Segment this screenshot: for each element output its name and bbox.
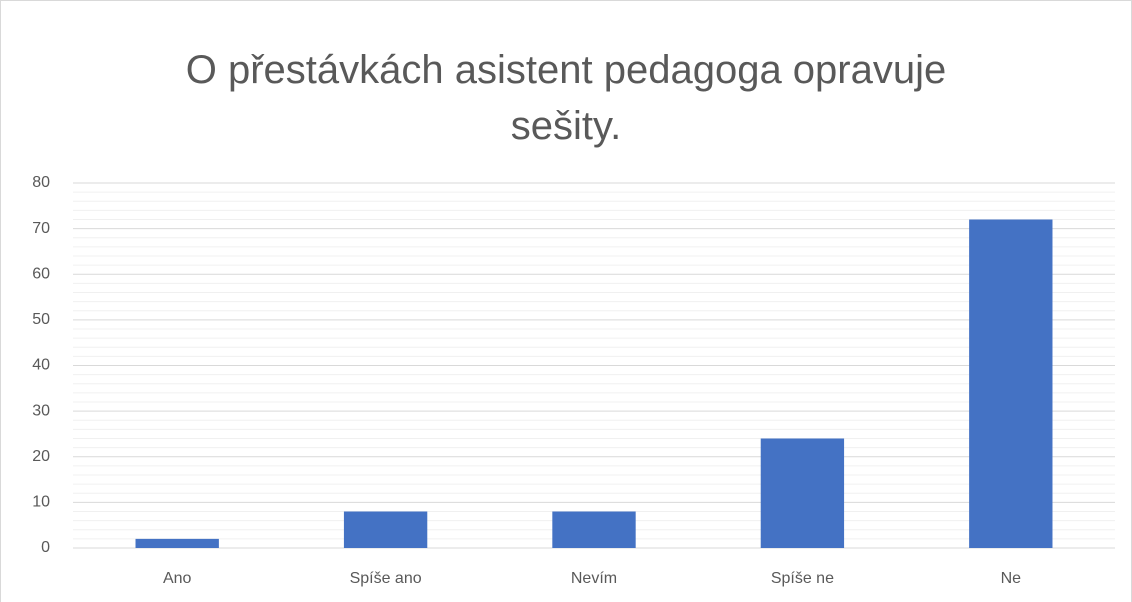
x-tick-label: Nevím xyxy=(571,570,617,587)
bar xyxy=(343,511,428,548)
y-tick-label: 20 xyxy=(32,448,50,465)
x-tick-label: Ne xyxy=(1001,570,1022,587)
y-tick-label: 60 xyxy=(32,265,50,282)
y-tick-label: 0 xyxy=(41,539,50,556)
bar xyxy=(969,219,1053,548)
bar xyxy=(552,511,636,548)
y-tick-label: 80 xyxy=(32,174,50,191)
bar xyxy=(760,438,845,548)
x-tick-label: Ano xyxy=(163,570,192,587)
y-tick-label: 40 xyxy=(32,357,50,374)
y-tick-label: 50 xyxy=(32,311,50,328)
chart-title: O přestávkách asistent pedagoga opravuje… xyxy=(185,48,947,148)
y-tick-label: 70 xyxy=(32,220,50,237)
x-tick-label: Spíše ano xyxy=(350,570,422,587)
x-tick-label: Spíše ne xyxy=(771,570,834,587)
bar xyxy=(135,538,219,548)
y-tick-label: 30 xyxy=(32,402,50,419)
y-tick-label: 10 xyxy=(32,494,50,511)
